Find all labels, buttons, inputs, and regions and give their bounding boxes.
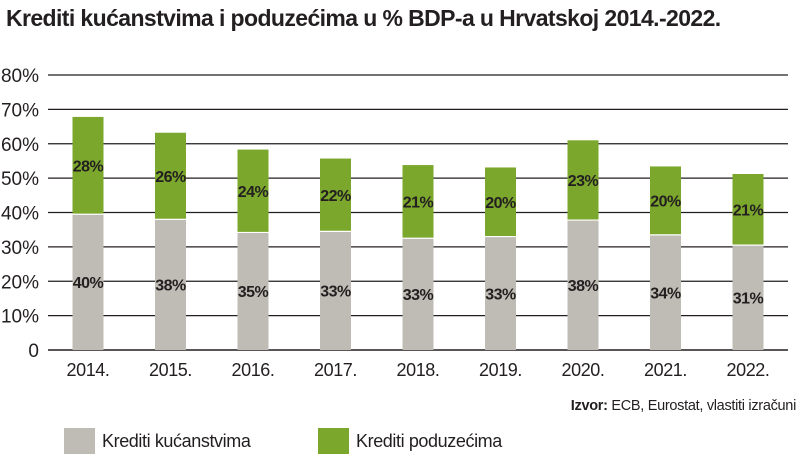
x-tick-label: 2019. [479,360,522,380]
data-label-enterprises: 28% [73,159,104,176]
data-label-households: 38% [568,278,599,295]
data-label-households: 33% [320,284,351,301]
bar-households [320,231,351,350]
bar-households [567,220,599,350]
data-label-enterprises: 23% [568,173,599,190]
bar-enterprises [155,132,186,220]
bar-enterprises [732,174,764,246]
source-label: Izvor: [570,398,608,414]
data-label-enterprises: 21% [403,195,434,212]
bar-enterprises [237,149,269,233]
x-tick-label: 2016. [231,360,274,380]
data-label-enterprises: 20% [650,194,681,211]
bar-households [485,236,516,350]
y-tick-label: 0 [28,341,39,362]
stacked-bar-chart: 0 10% 20% 30% 40% 50% 60% 70% 80% 40% 28% 38% 26% 35… [1,66,788,380]
x-tick-label: 2021. [644,360,687,380]
bar-households [72,214,104,350]
x-axis-ticks: 2014. 2015. 2016. 2017. 2018. 2019. 2020. 2021.… [66,360,769,380]
bar-households [237,232,269,350]
bar-households [732,245,764,350]
x-tick-label: 2020. [561,360,604,380]
bar-enterprises [567,140,599,221]
x-tick-label: 2022. [726,360,769,380]
legend-label-enterprises: Krediti poduzećima [356,430,502,451]
legend-swatch-enterprises [318,428,349,454]
data-label-households: 31% [733,291,764,308]
x-tick-label: 2018. [396,360,439,380]
bar-enterprises [72,116,104,215]
data-label-households: 33% [485,286,516,303]
legend-label-households: Krediti kućanstvima [102,430,251,451]
bar-enterprises [650,166,681,235]
data-label-enterprises: 20% [485,195,516,212]
y-tick-label: 70% [1,100,39,121]
bar-enterprises [402,165,434,239]
y-tick-label: 60% [1,135,39,156]
chart-title: Krediti kućanstvima i poduzećima u % BDP… [6,5,721,31]
y-tick-label: 50% [1,169,39,190]
data-label-households: 33% [403,287,434,304]
legend-item-households: Krediti kućanstvima [64,428,251,454]
y-tick-label: 20% [1,272,39,293]
legend-swatch-households [64,428,95,454]
bar-enterprises [320,158,351,232]
data-label-enterprises: 22% [320,188,351,205]
bar-households [155,219,186,350]
data-label-households: 34% [650,285,681,302]
data-labels: 40% 28% 38% 26% 35% 24% 33% 22% 33% 21% 33% 20% 38% 2… [73,159,764,308]
data-label-enterprises: 24% [238,184,269,201]
data-label-enterprises: 26% [155,169,186,186]
legend: Krediti kućanstvima Krediti poduzećima [64,428,800,454]
data-label-households: 40% [73,275,104,292]
y-tick-label: 30% [1,238,39,259]
source-text: ECB, Eurostat, vlastiti izračuni [607,398,796,414]
y-axis-ticks: 0 10% 20% 30% 40% 50% 60% 70% 80% [1,66,39,362]
bar-households [402,238,434,350]
data-label-enterprises: 21% [733,203,764,220]
x-tick-label: 2017. [314,360,357,380]
y-tick-label: 40% [1,204,39,225]
data-label-households: 38% [155,278,186,295]
bar-households [650,234,681,350]
data-label-households: 35% [238,284,269,301]
x-tick-label: 2015. [149,360,192,380]
source-note: Izvor: ECB, Eurostat, vlastiti izračuni [570,398,797,414]
bar-enterprises [485,167,516,237]
y-tick-label: 80% [1,66,39,87]
bars [72,116,764,350]
legend-item-enterprises: Krediti poduzećima [318,428,502,454]
x-tick-label: 2014. [66,360,109,380]
y-tick-label: 10% [1,307,39,328]
